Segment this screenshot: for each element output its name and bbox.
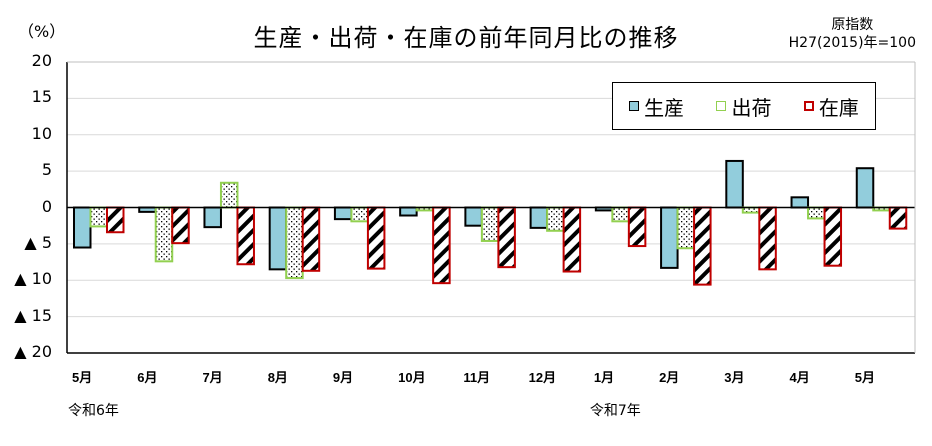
bar-1-7 bbox=[546, 206, 565, 232]
legend-item-production: 生産 bbox=[629, 92, 684, 121]
bar-1-11 bbox=[807, 206, 826, 220]
x-tick-label: 7月 bbox=[202, 370, 223, 385]
x-tick-label: 8月 bbox=[267, 370, 288, 385]
bar-0-5 bbox=[399, 206, 418, 217]
x-tick-label: 4月 bbox=[789, 370, 810, 385]
bar-2-10 bbox=[758, 206, 777, 271]
legend-label-production: 生産 bbox=[644, 95, 685, 120]
legend-label-shipment: 出荷 bbox=[731, 95, 772, 120]
bar-1-10 bbox=[741, 206, 761, 214]
y-tick-label: 10 bbox=[31, 123, 52, 143]
x-tick-label: 9月 bbox=[332, 370, 354, 385]
y-tick-label: 0 bbox=[41, 196, 52, 216]
bar-1-1 bbox=[154, 206, 174, 263]
bar-0-12 bbox=[855, 167, 875, 209]
y-tick-label: ▲ 5 bbox=[24, 232, 52, 252]
bar-1-4 bbox=[350, 206, 369, 223]
base-note-line-2: H27(2015)年=100 bbox=[788, 35, 916, 51]
bar-2-6 bbox=[497, 206, 516, 269]
bar-2-3 bbox=[301, 206, 321, 272]
y-tick-label: ▲ 10 bbox=[14, 269, 52, 289]
bar-1-2 bbox=[219, 181, 239, 209]
era-label: 令和6年 bbox=[68, 403, 119, 419]
bar-1-9 bbox=[676, 206, 696, 250]
x-tick-label: 12月 bbox=[528, 370, 557, 385]
legend-item-shipment: 出荷 bbox=[716, 92, 771, 121]
bar-1-6 bbox=[480, 206, 500, 242]
y-tick-label: 15 bbox=[31, 87, 52, 107]
bar-2-12 bbox=[888, 206, 908, 230]
bar-0-3 bbox=[268, 206, 288, 271]
bar-2-8 bbox=[627, 206, 647, 248]
base-note-line-1: 原指数 bbox=[831, 17, 874, 33]
bar-2-9 bbox=[693, 206, 712, 286]
bar-0-2 bbox=[203, 206, 222, 229]
y-axis-unit-label: （%） bbox=[18, 22, 66, 41]
bar-2-5 bbox=[432, 206, 451, 285]
x-tick-label: 10月 bbox=[398, 370, 426, 385]
bar-1-0 bbox=[89, 206, 108, 228]
x-tick-label: 3月 bbox=[724, 370, 745, 385]
chart-title: 生産・出荷・在庫の前年同月比の推移 bbox=[253, 24, 679, 52]
bar-2-2 bbox=[236, 206, 255, 266]
bar-series bbox=[73, 159, 908, 286]
bar-0-7 bbox=[529, 206, 549, 229]
legend-swatch-shipment bbox=[716, 101, 727, 111]
bar-1-3 bbox=[285, 206, 304, 280]
x-tick-label: 6月 bbox=[137, 370, 158, 385]
y-tick-label: ▲ 20 bbox=[14, 342, 52, 361]
x-tick-label: 1月 bbox=[593, 370, 615, 385]
legend: 生産 出荷 在庫 bbox=[612, 82, 876, 130]
y-tick-label: ▲ 15 bbox=[14, 305, 52, 325]
axes bbox=[66, 61, 916, 354]
bar-2-7 bbox=[562, 206, 582, 273]
legend-label-inventory: 在庫 bbox=[818, 95, 859, 120]
legend-item-inventory: 在庫 bbox=[803, 92, 859, 121]
y-tick-label: 20 bbox=[31, 51, 52, 70]
bar-2-4 bbox=[366, 206, 386, 270]
bar-0-10 bbox=[725, 159, 744, 209]
y-tick-label: 5 bbox=[41, 160, 52, 180]
bar-0-11 bbox=[790, 196, 810, 209]
era-label: 令和7年 bbox=[589, 403, 641, 419]
bar-0-6 bbox=[464, 206, 483, 227]
bar-2-11 bbox=[823, 206, 843, 267]
bar-2-1 bbox=[171, 206, 190, 245]
legend-swatch-production bbox=[629, 101, 640, 111]
bar-0-0 bbox=[73, 206, 92, 249]
x-tick-label: 5月 bbox=[854, 370, 875, 385]
x-tick-label: 2月 bbox=[659, 370, 680, 385]
bar-0-4 bbox=[333, 206, 353, 221]
base-note: 原指数 H27(2015)年=100 bbox=[789, 16, 916, 52]
bar-2-0 bbox=[106, 206, 125, 234]
bar-0-9 bbox=[660, 206, 679, 269]
x-tick-label: 11月 bbox=[463, 370, 491, 385]
x-tick-label: 5月 bbox=[72, 370, 93, 385]
bar-1-8 bbox=[611, 206, 630, 223]
legend-swatch-inventory bbox=[803, 101, 814, 111]
